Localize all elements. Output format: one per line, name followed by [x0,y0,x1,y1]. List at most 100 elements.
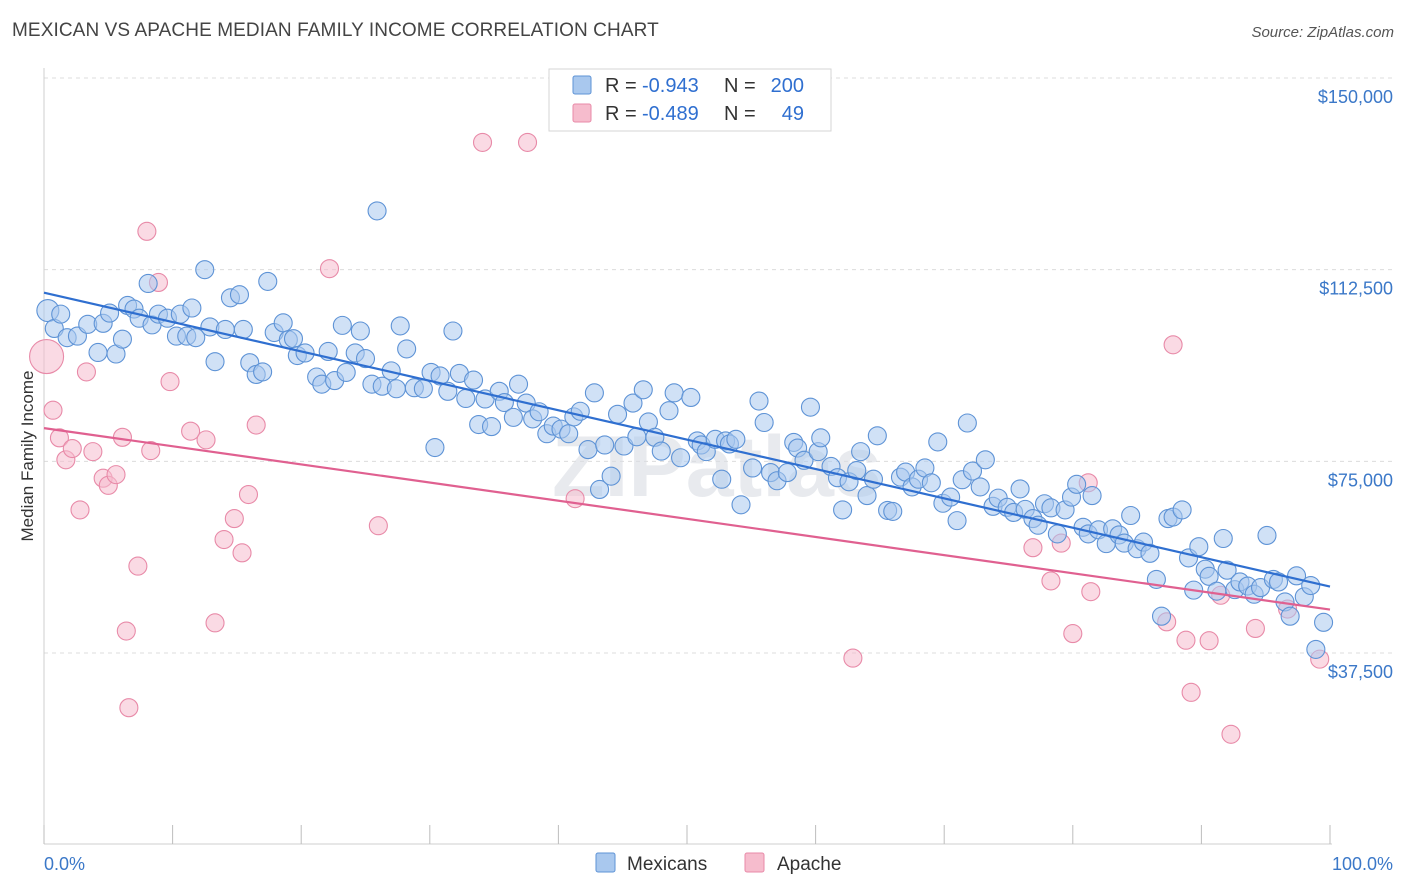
y-tick-label: $37,500 [1328,662,1393,682]
mexicans-n-value: 200 [771,75,804,97]
mexicans-point [1189,537,1209,557]
mexicans-point [463,370,484,390]
mexicans-point [614,436,634,456]
mexicans-point [195,260,215,280]
mexicans-point [1010,479,1030,499]
apache-point [196,430,216,450]
mexicans-point [1172,500,1192,520]
apache-point [214,529,234,550]
series-legend: Mexicans Apache [595,852,841,875]
apache-point [1023,538,1043,558]
mexicans-point [928,432,948,452]
mexicans-point [970,477,990,497]
mexicans-point [1121,505,1141,526]
mexicans-point [508,374,529,394]
mexicans-point [386,379,406,399]
mexicans-n-label: N = [724,75,756,97]
apache-point [49,428,69,448]
mexicans-point [975,450,995,470]
mexicans-point [355,349,376,369]
apache-point [128,556,148,576]
mexicans-point [651,441,671,461]
apache-bottom-label: Apache [777,854,841,875]
apache-r-label: R = [605,103,637,125]
mexicans-point [590,479,610,499]
apache-r-value: -0.489 [642,103,699,125]
apache-point [1163,335,1183,355]
y-tick-label: $112,500 [1319,279,1393,299]
mexicans-point [51,304,71,324]
apache-point [843,648,863,668]
mexicans-point [350,321,370,341]
mexicans-point [800,397,821,417]
mexicans-point [623,393,643,413]
mexicans-point [1151,606,1172,626]
mexicans-point [857,486,877,506]
mexicans-point [559,424,579,444]
apache-point [1081,582,1101,602]
mexicans-point [138,273,158,294]
apache-point [116,621,136,641]
mexicans-point [332,315,352,335]
mexicans-point [503,407,523,427]
apache-point [137,221,157,241]
y-tick-labels: $37,500 $75,000 $112,500 $150,000 [1318,87,1393,682]
mexicans-point [273,313,293,333]
mexicans-bottom-swatch [595,852,616,873]
y-axis-label: Median Family Income [18,370,37,541]
apache-point [70,500,90,520]
mexicans-point [584,383,604,403]
apache-point [141,441,161,461]
mexicans-r-label: R = [605,75,637,97]
mexicans-point [743,458,763,478]
mexicans-trendline [43,291,1331,588]
mexicans-point [1301,575,1321,596]
x-tick-label-max: 100.0% [1332,854,1393,874]
source-label: Source: ZipAtlas.com [1251,24,1394,41]
apache-n-value: 49 [782,103,804,125]
y-tick-label: $150,000 [1318,87,1393,107]
mexicans-point [659,401,679,421]
mexicans-point [397,339,417,359]
mexicans-point [811,428,831,448]
mexicans-point [847,460,867,481]
mexicans-point [921,473,941,493]
apache-point [1199,631,1219,651]
x-tick-marks [43,825,1331,844]
mexicans-point [712,469,732,489]
mexicans-point [443,321,463,341]
x-tick-label-min: 0.0% [44,854,85,874]
mexicans-point [425,437,445,458]
mexicans-point [608,404,628,424]
axes [43,68,1332,845]
apache-point [29,339,65,375]
mexicans-point [578,440,598,460]
mexicans-point [229,285,250,305]
mexicans-bottom-label: Mexicans [627,854,707,875]
apache-point [1041,571,1061,591]
mexicans-point [957,413,977,433]
mexicans-point [941,487,961,507]
mexicans-point [749,391,769,411]
mexicans-point [883,501,903,521]
apache-point [1063,624,1083,644]
apache-point [76,362,96,382]
mexicans-point [283,329,304,349]
mexicans-point [1207,581,1227,601]
apache-bottom-swatch [744,852,765,873]
apache-n-label: N = [724,103,756,125]
mexicans-point [633,380,653,400]
mexicans-point [88,342,108,363]
mexicans-point [390,316,410,336]
mexicans-point [754,412,774,433]
stats-legend-box [548,68,832,132]
mexicans-point [1082,486,1102,506]
mexicans-point [1199,566,1219,586]
mexicans-point [413,379,433,399]
apache-point [368,516,388,536]
apache-point [517,132,538,152]
apache-trendline [43,427,1331,611]
mexicans-point [681,387,701,407]
mexicans-legend-swatch [572,75,592,95]
apache-point [1181,682,1201,702]
